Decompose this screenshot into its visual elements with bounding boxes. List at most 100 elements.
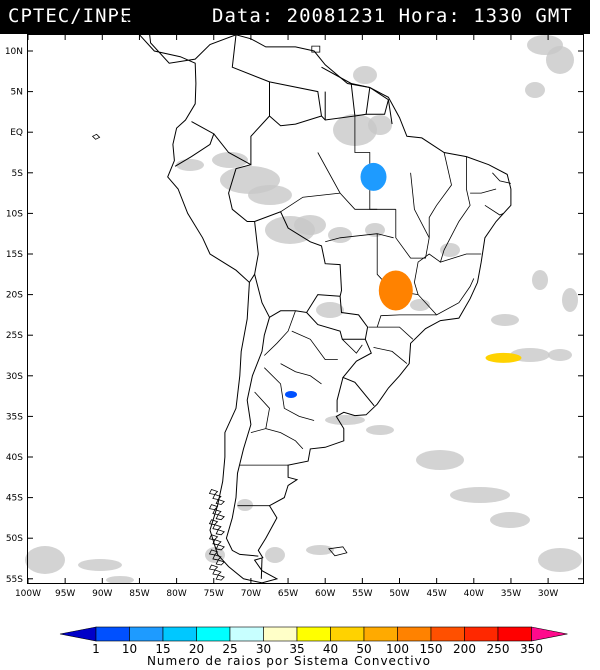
- lon-tick-label: 40W: [464, 589, 484, 599]
- lon-tick-label: 35W: [501, 589, 521, 599]
- colorbar: 1 10 15 20 25 30 35 40 50 100 150 200 250 350: [59, 626, 568, 656]
- cloud-patch: [450, 487, 510, 503]
- state-border: [280, 192, 341, 213]
- state-border: [354, 116, 396, 210]
- cloud-patch: [562, 288, 578, 312]
- colorbar-segment: [129, 626, 164, 642]
- island: [215, 544, 225, 551]
- cloud-patch: [325, 415, 365, 425]
- lon-tick-label: 60W: [315, 589, 335, 599]
- island: [215, 559, 225, 566]
- cloud-patch: [265, 547, 285, 563]
- cloud-patch: [328, 227, 352, 243]
- country-border: [387, 99, 393, 125]
- country-border: [342, 339, 375, 407]
- lon-tick-label: 90W: [92, 589, 112, 599]
- lon-tick-label: 95W: [55, 589, 75, 599]
- country-border: [225, 317, 270, 557]
- trinidad-island: [311, 45, 321, 53]
- colorbar-segment: [397, 626, 432, 642]
- cloud-cover-layer: [25, 35, 582, 584]
- lon-tick-label: 30W: [538, 589, 558, 599]
- state-border: [264, 367, 315, 421]
- colorbar-label: 10: [122, 642, 137, 656]
- cloud-patch: [416, 450, 464, 470]
- lat-tick-label: 30S: [6, 372, 23, 382]
- lat-tick-label: 45S: [6, 494, 23, 504]
- state-border: [291, 330, 338, 360]
- island: [212, 524, 222, 531]
- colorbar-label: 350: [520, 642, 543, 656]
- colorbar-segment: [263, 626, 298, 642]
- colorbar-segment: [363, 626, 398, 642]
- colorbar-segment: [464, 626, 499, 642]
- country-border: [248, 221, 259, 283]
- country-border: [213, 34, 270, 166]
- state-border: [280, 363, 322, 385]
- country-border: [174, 121, 215, 167]
- state-border: [265, 428, 304, 450]
- lat-tick-label: EQ: [10, 128, 23, 138]
- island: [212, 509, 222, 516]
- colorbar-segment: [330, 626, 365, 642]
- colorbar-label: 100: [386, 642, 409, 656]
- lat-tick-label: 55S: [6, 575, 23, 585]
- longitude-ticks: 100W 95W 90W 85W 80W 75W 70W 65W 60W 55W 50W 45W 40W…: [15, 34, 558, 599]
- lat-tick-label: 40S: [6, 453, 23, 463]
- state-border: [376, 314, 437, 328]
- state-border: [368, 326, 414, 340]
- cloud-patch: [306, 545, 334, 555]
- colorbar-left-arrow: [59, 626, 97, 642]
- colorbar-label: 20: [189, 642, 204, 656]
- falkland-islands: [328, 546, 348, 557]
- cloud-patch: [237, 499, 253, 511]
- lon-tick-label: 45W: [426, 589, 446, 599]
- island: [215, 499, 225, 505]
- state-border: [484, 204, 504, 216]
- lon-tick-label: 50W: [389, 589, 409, 599]
- cloud-patch: [548, 349, 572, 361]
- coastline-layer: [91, 0, 512, 584]
- island: [208, 534, 219, 541]
- lon-tick-label: 65W: [278, 589, 298, 599]
- lat-tick-label: 50S: [6, 534, 23, 544]
- cloud-patch: [212, 152, 248, 168]
- cloud-patch: [365, 223, 385, 237]
- state-border: [492, 172, 511, 184]
- lon-tick-label: 85W: [129, 589, 149, 599]
- lon-tick-label: 80W: [166, 589, 186, 599]
- cloud-patch: [532, 270, 548, 290]
- state-border: [428, 152, 452, 238]
- colorbar-label: 200: [453, 642, 476, 656]
- state-border: [395, 172, 430, 259]
- lat-tick-label: 10S: [6, 209, 23, 219]
- island: [215, 514, 225, 521]
- state-border: [264, 310, 296, 356]
- island: [212, 569, 222, 576]
- cloud-patch: [106, 576, 134, 584]
- cloud-patch: [248, 185, 292, 205]
- island: [208, 564, 219, 571]
- colorbar-label: 30: [256, 642, 271, 656]
- state-border: [325, 233, 394, 243]
- country-border: [366, 87, 389, 115]
- cloud-patch: [25, 546, 65, 574]
- country-border: [260, 558, 263, 579]
- colorbar-segment: [497, 626, 532, 642]
- cloud-patch: [410, 299, 430, 311]
- cloud-patch: [368, 115, 392, 135]
- lat-tick-label: 10N: [5, 47, 23, 57]
- cloud-patch: [294, 215, 326, 235]
- lon-tick-label: 100W: [15, 589, 41, 599]
- cloud-patch: [525, 82, 545, 98]
- colorbar-segment: [95, 626, 130, 642]
- country-border: [254, 211, 343, 297]
- colorbar-label: 40: [323, 642, 338, 656]
- colorbar-right-arrow: [531, 626, 568, 642]
- country-border: [269, 81, 323, 127]
- cloud-patch: [490, 512, 530, 528]
- state-border: [439, 156, 482, 263]
- lat-tick-label: 25S: [6, 331, 23, 341]
- cloud-patch: [316, 302, 344, 318]
